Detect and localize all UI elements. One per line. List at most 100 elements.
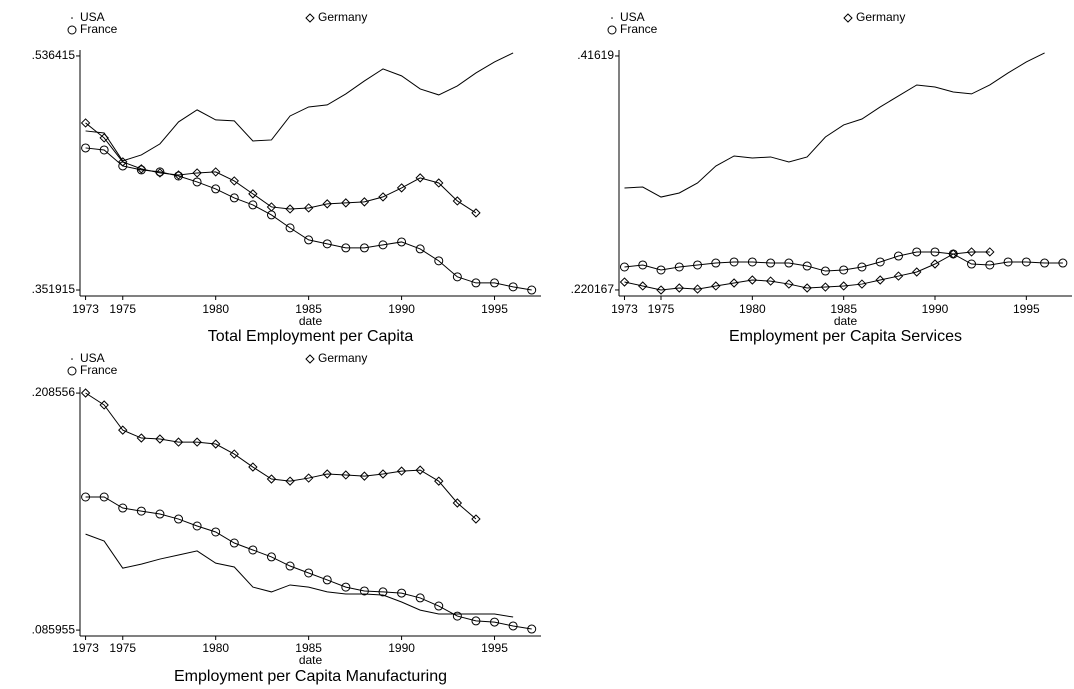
marker xyxy=(266,552,276,562)
marker xyxy=(211,527,221,537)
marker xyxy=(638,260,648,270)
x-tick-label: 1973 xyxy=(72,641,99,655)
marker xyxy=(415,244,425,254)
marker xyxy=(619,262,629,272)
marker xyxy=(508,282,518,292)
marker xyxy=(656,285,666,295)
legend-marker xyxy=(305,354,315,364)
legend-label: France xyxy=(80,363,118,377)
legend-marker xyxy=(67,25,77,35)
marker xyxy=(471,616,481,626)
marker xyxy=(875,257,885,267)
marker xyxy=(378,192,388,202)
legend-label: USA xyxy=(620,10,645,24)
x-tick-label: 1995 xyxy=(1013,302,1040,316)
marker xyxy=(136,506,146,516)
marker xyxy=(81,143,91,153)
x-tick-label: 1980 xyxy=(739,302,766,316)
x-tick-label: 1995 xyxy=(481,641,508,655)
marker xyxy=(490,278,500,288)
marker xyxy=(136,164,147,174)
marker xyxy=(80,388,91,398)
marker xyxy=(341,198,351,208)
marker xyxy=(875,275,885,285)
marker xyxy=(118,503,128,513)
y-tick-label: .085955 xyxy=(32,622,76,636)
marker xyxy=(820,282,831,292)
legend-marker xyxy=(611,17,613,19)
marker xyxy=(210,439,221,449)
panel: .536415 .351915 1973 1975 1980 1985 1990 1995 da… xyxy=(32,10,541,345)
marker xyxy=(674,262,684,272)
marker xyxy=(396,183,407,193)
marker xyxy=(857,262,867,272)
marker xyxy=(765,276,776,286)
marker xyxy=(173,170,184,180)
marker xyxy=(452,272,462,282)
marker xyxy=(304,235,314,245)
marker xyxy=(136,433,147,443)
marker xyxy=(784,279,794,289)
x-tick-label: 1995 xyxy=(481,302,508,316)
marker xyxy=(893,271,904,281)
marker xyxy=(434,476,444,486)
marker xyxy=(638,281,648,291)
x-tick-label: 1990 xyxy=(388,641,415,655)
chart-title: Total Employment per Capita xyxy=(208,328,414,345)
marker xyxy=(508,621,518,631)
x-tick-label: 1975 xyxy=(109,302,136,316)
marker xyxy=(930,259,940,269)
marker xyxy=(192,177,202,187)
marker xyxy=(192,168,202,178)
y-tick-label: .208556 xyxy=(32,385,76,399)
marker xyxy=(1058,258,1068,268)
panel: .208556 .085955 1973 1975 1980 1985 1990 1995 da… xyxy=(32,351,541,685)
marker xyxy=(711,258,721,268)
marker xyxy=(434,601,444,611)
marker xyxy=(674,283,684,293)
marker xyxy=(692,284,703,294)
marker xyxy=(210,167,221,177)
legend-marker xyxy=(67,366,77,376)
x-tick-label: 1985 xyxy=(295,641,322,655)
marker xyxy=(192,437,202,447)
marker xyxy=(248,462,258,472)
marker xyxy=(452,611,462,621)
marker xyxy=(359,471,370,481)
x-axis-label: date xyxy=(834,314,858,328)
marker xyxy=(248,200,258,210)
legend-marker xyxy=(71,358,73,360)
marker xyxy=(912,267,922,277)
marker xyxy=(303,473,314,483)
x-tick-label: 1980 xyxy=(202,641,229,655)
series-line xyxy=(624,52,1045,198)
marker xyxy=(527,624,537,634)
marker xyxy=(893,251,903,261)
marker xyxy=(174,171,184,181)
chart-title: Employment per Capita Services xyxy=(729,328,962,345)
marker xyxy=(985,247,995,257)
x-tick-label: 1990 xyxy=(388,302,415,316)
marker xyxy=(415,465,425,475)
marker xyxy=(322,575,332,585)
x-tick-label: 1975 xyxy=(648,302,675,316)
legend-label: Germany xyxy=(318,10,367,24)
marker xyxy=(452,196,463,206)
marker xyxy=(99,400,109,410)
marker xyxy=(729,257,739,267)
legend-label: France xyxy=(80,22,118,36)
marker xyxy=(527,285,537,295)
marker xyxy=(155,509,165,519)
y-tick-label: .41619 xyxy=(577,48,614,62)
series-line xyxy=(85,533,514,618)
marker xyxy=(930,247,940,257)
marker xyxy=(248,189,258,199)
marker xyxy=(656,265,666,275)
marker xyxy=(341,243,351,253)
marker xyxy=(693,260,703,270)
marker xyxy=(229,449,239,459)
marker xyxy=(857,279,867,289)
marker xyxy=(192,521,202,531)
marker xyxy=(1040,258,1050,268)
legend-label: USA xyxy=(80,351,105,365)
